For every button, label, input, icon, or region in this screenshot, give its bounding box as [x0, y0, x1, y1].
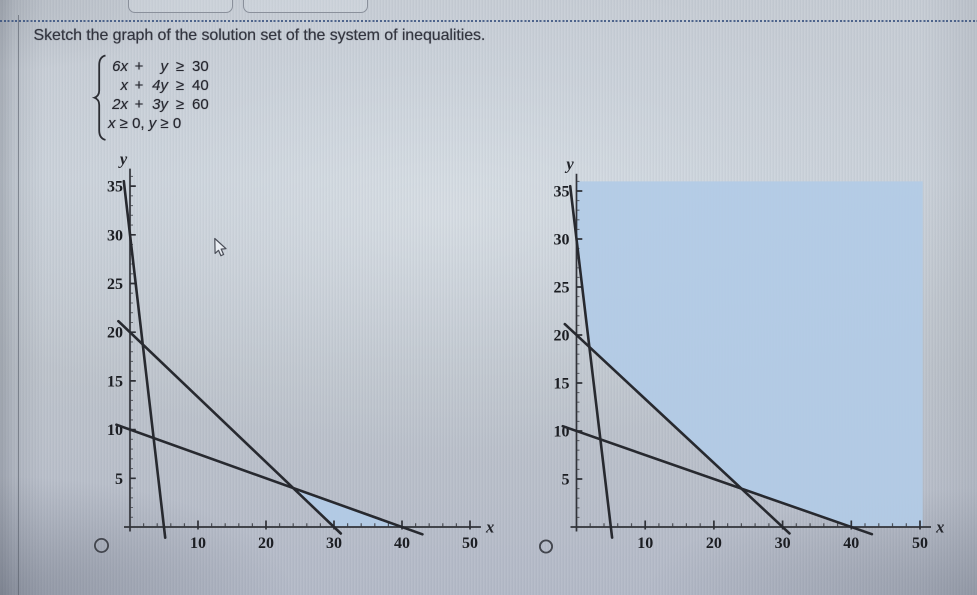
- svg-text:x: x: [485, 518, 494, 537]
- svg-text:15: 15: [554, 376, 570, 393]
- svg-text:35: 35: [554, 184, 570, 201]
- svg-text:25: 25: [107, 276, 123, 293]
- svg-text:10: 10: [190, 535, 206, 552]
- svg-text:50: 50: [462, 535, 478, 552]
- svg-text:15: 15: [107, 373, 123, 390]
- svg-text:30: 30: [775, 535, 791, 552]
- svg-text:10: 10: [554, 424, 570, 441]
- svg-text:20: 20: [258, 535, 274, 552]
- svg-text:y: y: [564, 155, 574, 174]
- svg-text:30: 30: [326, 535, 342, 552]
- svg-text:30: 30: [107, 227, 123, 244]
- svg-text:40: 40: [843, 535, 859, 552]
- svg-text:5: 5: [115, 471, 123, 488]
- svg-text:20: 20: [554, 328, 570, 345]
- svg-text:10: 10: [637, 535, 653, 552]
- svg-text:20: 20: [706, 535, 722, 552]
- svg-text:35: 35: [107, 179, 123, 196]
- svg-text:50: 50: [912, 535, 928, 552]
- svg-text:5: 5: [562, 472, 570, 489]
- svg-text:x: x: [935, 518, 944, 537]
- svg-text:10: 10: [107, 422, 123, 439]
- svg-text:25: 25: [554, 280, 570, 297]
- svg-text:40: 40: [394, 535, 410, 552]
- svg-text:30: 30: [554, 232, 570, 249]
- svg-text:y: y: [118, 150, 128, 169]
- svg-text:20: 20: [107, 325, 123, 342]
